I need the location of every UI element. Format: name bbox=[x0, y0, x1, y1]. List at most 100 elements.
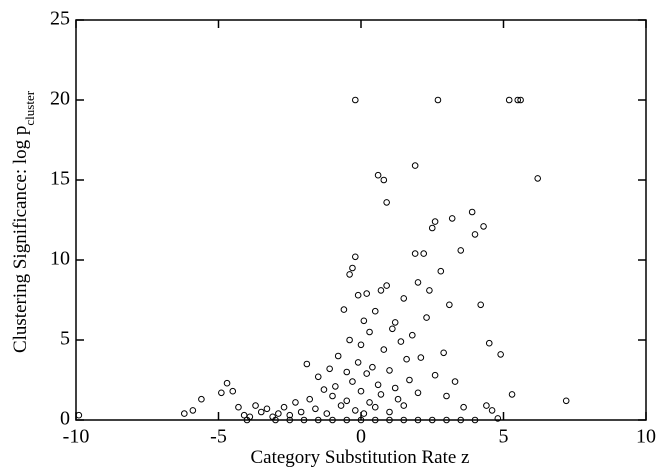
point bbox=[468, 208, 476, 216]
point bbox=[400, 416, 408, 424]
x-axis-label: Category Substitution Rate z bbox=[250, 447, 469, 468]
point bbox=[477, 301, 485, 309]
point bbox=[272, 416, 279, 424]
point bbox=[451, 378, 459, 385]
point bbox=[494, 415, 502, 422]
point bbox=[371, 307, 379, 315]
point bbox=[360, 317, 368, 325]
point bbox=[420, 250, 428, 257]
y-tick-label: 15 bbox=[50, 168, 70, 190]
y-tick-label: 0 bbox=[60, 408, 70, 430]
point bbox=[371, 403, 379, 411]
point bbox=[223, 379, 231, 387]
y-axis-label: Clustering Significance: log pcluster bbox=[10, 90, 37, 353]
point bbox=[480, 223, 487, 230]
point bbox=[514, 96, 522, 104]
point bbox=[218, 389, 225, 397]
point bbox=[443, 416, 450, 424]
point bbox=[366, 399, 373, 406]
point bbox=[417, 354, 425, 361]
point bbox=[286, 416, 294, 424]
point bbox=[411, 250, 419, 257]
point bbox=[366, 328, 373, 336]
point bbox=[280, 403, 288, 411]
point bbox=[181, 410, 188, 417]
point bbox=[349, 264, 356, 272]
point bbox=[409, 331, 416, 339]
point bbox=[357, 387, 365, 395]
point bbox=[286, 411, 294, 419]
point bbox=[332, 383, 339, 390]
point bbox=[389, 325, 396, 333]
point bbox=[314, 416, 322, 424]
point bbox=[460, 403, 467, 411]
point bbox=[292, 399, 299, 406]
point bbox=[198, 395, 205, 403]
point bbox=[374, 381, 382, 389]
point bbox=[357, 416, 365, 424]
point bbox=[534, 175, 542, 182]
point bbox=[346, 336, 353, 344]
point bbox=[406, 376, 413, 384]
point bbox=[75, 411, 83, 419]
point bbox=[426, 287, 433, 294]
point bbox=[334, 352, 342, 360]
point bbox=[386, 408, 393, 416]
x-tick-label: 10 bbox=[636, 426, 656, 448]
point bbox=[363, 370, 371, 377]
point bbox=[428, 416, 436, 424]
point bbox=[488, 407, 496, 414]
point bbox=[257, 408, 265, 416]
point bbox=[471, 231, 479, 238]
point bbox=[354, 359, 362, 366]
x-tick-label: 0 bbox=[356, 426, 366, 448]
x-tick-label: 5 bbox=[499, 426, 509, 448]
point bbox=[235, 403, 242, 411]
point bbox=[329, 392, 336, 400]
point bbox=[386, 367, 393, 374]
point bbox=[414, 279, 422, 286]
point bbox=[440, 349, 447, 357]
point bbox=[485, 339, 493, 347]
point bbox=[497, 351, 504, 358]
y-tick-label: 10 bbox=[50, 248, 70, 270]
y-tick-label: 20 bbox=[50, 88, 70, 110]
point bbox=[352, 253, 359, 261]
x-tick-label: -5 bbox=[210, 426, 227, 448]
point bbox=[329, 416, 336, 424]
point bbox=[517, 96, 524, 104]
plot-frame bbox=[75, 19, 647, 421]
point bbox=[443, 392, 450, 400]
point bbox=[326, 365, 333, 373]
point bbox=[562, 397, 570, 405]
point bbox=[457, 416, 465, 424]
point bbox=[423, 314, 430, 321]
point bbox=[397, 338, 405, 345]
point bbox=[386, 416, 393, 424]
point bbox=[383, 199, 390, 206]
point bbox=[380, 346, 388, 353]
point bbox=[352, 96, 359, 104]
point bbox=[297, 408, 305, 416]
point bbox=[229, 387, 237, 395]
point bbox=[340, 306, 348, 313]
y-tick-label: 25 bbox=[50, 8, 70, 30]
point bbox=[400, 295, 408, 302]
point bbox=[352, 407, 359, 414]
point bbox=[414, 416, 422, 424]
point bbox=[377, 287, 385, 294]
y-tick-label: 5 bbox=[60, 328, 70, 350]
point bbox=[377, 391, 385, 398]
point bbox=[471, 416, 479, 424]
point bbox=[434, 96, 442, 104]
point bbox=[483, 402, 490, 409]
point bbox=[369, 363, 376, 371]
point bbox=[314, 373, 322, 381]
point bbox=[275, 410, 282, 417]
point bbox=[252, 402, 259, 409]
point bbox=[437, 267, 445, 275]
point bbox=[300, 416, 308, 424]
point bbox=[303, 360, 311, 368]
point bbox=[357, 341, 365, 349]
